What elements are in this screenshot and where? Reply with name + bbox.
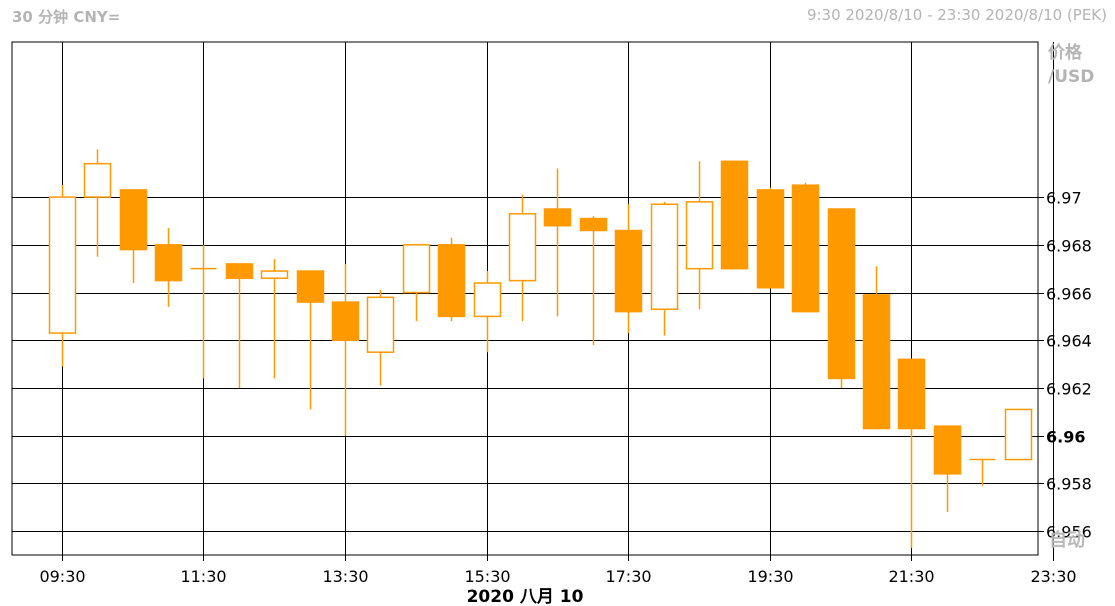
candle [437, 237, 466, 322]
candle [331, 263, 360, 436]
candle [48, 185, 77, 367]
candle-body [366, 296, 395, 353]
x-tick-label: 23:30 [1030, 567, 1076, 586]
x-axis-title: 2020 八月 10 [467, 587, 584, 606]
candle [260, 259, 289, 379]
candle-body [437, 244, 466, 318]
candle-body [685, 201, 714, 270]
candle-body [543, 208, 572, 227]
y-tick-label: 6.962 [1046, 380, 1092, 399]
candle [685, 161, 714, 310]
y-tick-label: 6.966 [1046, 285, 1092, 304]
candle-body [508, 213, 537, 282]
y-tick-label: 6.956 [1046, 523, 1092, 542]
candle [366, 290, 395, 386]
candle-body [296, 270, 325, 303]
candle-body [579, 217, 608, 232]
candle-body [260, 270, 289, 279]
x-tick-label: 11:30 [180, 567, 226, 586]
y-axis-label: /USD [1048, 67, 1094, 87]
candle [897, 358, 926, 548]
candle [402, 244, 431, 322]
y-tick-label: 6.968 [1046, 237, 1092, 256]
candle-body [225, 263, 254, 279]
y-tick-label: 6.964 [1046, 332, 1092, 351]
y-axis-label: 价格 [1048, 42, 1083, 63]
candle [756, 187, 785, 289]
candle [119, 189, 148, 283]
candle-body [791, 184, 820, 313]
candle-body [119, 189, 148, 251]
candle [614, 204, 643, 334]
auto-scale-button[interactable]: 自动 [1049, 530, 1085, 551]
candle [473, 271, 502, 353]
x-tick-label: 13:30 [322, 567, 368, 586]
x-tick-label: 19:30 [747, 567, 793, 586]
candle [543, 168, 572, 317]
candle [969, 458, 996, 486]
candle-body [154, 244, 183, 282]
candle-body [48, 196, 77, 334]
candle [827, 208, 856, 388]
x-tick-label: 17:30 [605, 567, 651, 586]
candle [190, 244, 217, 379]
candle-body [756, 189, 785, 289]
candle [720, 160, 749, 270]
y-tick-label: 6.97 [1046, 189, 1082, 208]
candle-body [614, 229, 643, 313]
candle [650, 201, 679, 336]
candle-body [473, 282, 502, 318]
y-tick-label: 6.96 [1046, 428, 1085, 447]
candle [83, 149, 112, 257]
x-tick-label: 15:30 [464, 567, 510, 586]
candle [791, 182, 820, 313]
chart-header-time-range: 9:30 2020/8/10 - 23:30 2020/8/10 (PEK) [806, 6, 1107, 24]
candle-body [862, 294, 891, 430]
candle-body [827, 208, 856, 380]
candle [508, 194, 537, 322]
candle-body [650, 203, 679, 310]
candle-body [720, 160, 749, 270]
candle-body [402, 244, 431, 294]
candle-body [83, 162, 112, 198]
candle-body [897, 358, 926, 430]
candle-body [933, 425, 962, 475]
candle [1004, 408, 1033, 461]
candle [154, 228, 183, 307]
x-tick-label: 21:30 [888, 567, 934, 586]
candle-body [331, 301, 360, 342]
candle [296, 270, 325, 410]
candle [933, 425, 962, 513]
candle-body [1004, 408, 1033, 461]
candle [579, 216, 608, 346]
plot-frame [11, 41, 1039, 556]
chart-header-instrument: 30 分钟 CNY= [12, 8, 121, 26]
candle [862, 266, 891, 430]
y-tick-label: 6.958 [1046, 475, 1092, 494]
x-tick-label: 09:30 [39, 567, 85, 586]
candle [225, 263, 254, 388]
